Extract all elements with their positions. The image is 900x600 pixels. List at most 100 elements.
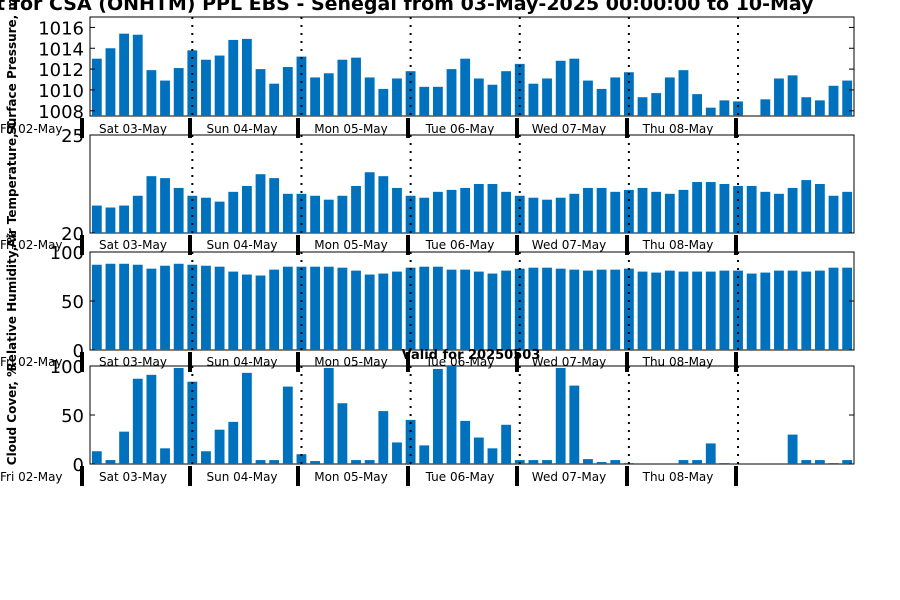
bar [719, 184, 730, 233]
bar [487, 273, 498, 350]
bar [842, 80, 853, 116]
bar [119, 205, 130, 233]
bar [201, 59, 211, 116]
bar [173, 68, 184, 116]
bar [596, 269, 607, 350]
bar [378, 411, 389, 464]
ytick-label: 25 [61, 126, 84, 147]
bar [405, 419, 416, 464]
bar [555, 268, 566, 350]
bar [323, 199, 334, 233]
bar [733, 270, 743, 350]
bar [733, 185, 743, 233]
bar [705, 443, 716, 464]
y-axis-label: Cloud Cover, % [5, 365, 19, 465]
bar [432, 191, 443, 233]
bar [651, 93, 662, 116]
day-label: Tue 06-May [425, 470, 495, 484]
bar [446, 189, 457, 233]
ytick-label: 20 [61, 224, 84, 245]
ytick-label: 1014 [38, 39, 84, 60]
bar [119, 33, 130, 116]
bar [692, 460, 703, 464]
ytick-label: 1008 [38, 102, 84, 123]
day-label: Mon 05-May [314, 238, 388, 252]
bar [664, 77, 675, 116]
day-label: Thu 08-May [642, 470, 714, 484]
bar [446, 366, 457, 464]
bar [132, 195, 143, 233]
bar [583, 80, 593, 116]
bar [760, 99, 771, 116]
bar [351, 460, 361, 464]
bar [583, 270, 593, 350]
day-label: Sat 03-May [99, 470, 167, 484]
day-label: Wed 07-May [532, 355, 606, 369]
bar [705, 107, 716, 116]
bar [542, 267, 552, 350]
bar [528, 460, 539, 464]
bar [105, 207, 116, 233]
bar [282, 193, 293, 233]
bar [828, 463, 839, 464]
bar [255, 460, 266, 464]
ytick-label: 1016 [38, 18, 84, 39]
bar [678, 189, 689, 233]
bar [214, 201, 225, 233]
bar [419, 197, 430, 233]
bar [610, 191, 621, 233]
bar [405, 71, 416, 116]
bar [801, 460, 812, 464]
day-label: Sun 04-May [206, 238, 277, 252]
bar [214, 266, 225, 350]
bar [760, 272, 771, 350]
bar [323, 266, 334, 350]
bar [241, 274, 252, 350]
bar [91, 205, 102, 233]
bar [282, 386, 293, 464]
bar [432, 368, 443, 464]
bar [828, 195, 839, 233]
ytick-label: 100 [50, 357, 84, 378]
bar [392, 271, 402, 350]
bar [392, 78, 402, 116]
bar [432, 86, 443, 116]
bar [596, 88, 607, 116]
day-label: Fri 02-May [0, 238, 63, 252]
figure-title: t for CSA (ONHTM) PPL EBS - Senegal from… [0, 0, 814, 15]
bar [323, 73, 334, 116]
bar [132, 264, 143, 350]
bar [555, 60, 566, 116]
bar [801, 180, 812, 233]
bar [828, 85, 839, 116]
bar [310, 266, 321, 350]
ytick-label: 0 [73, 455, 84, 476]
bar [473, 184, 484, 233]
bar [146, 70, 157, 116]
bar [719, 100, 730, 116]
bar [296, 193, 307, 233]
bar [337, 267, 348, 350]
panel-frame [89, 365, 855, 465]
bar [733, 101, 743, 116]
day-label: Sun 04-May [206, 122, 277, 136]
bar [351, 185, 361, 233]
bar [460, 420, 471, 464]
bar [814, 100, 825, 116]
bar [678, 70, 689, 116]
bar [746, 185, 757, 233]
bar [705, 271, 716, 350]
bar [201, 265, 211, 350]
bar [351, 57, 361, 116]
day-label: Thu 08-May [642, 355, 714, 369]
ytick-label: 1012 [38, 60, 84, 81]
bar [774, 270, 784, 350]
bar [774, 193, 784, 233]
bar [487, 84, 498, 116]
bar [692, 182, 703, 233]
bar [692, 94, 703, 116]
bar [132, 34, 143, 116]
